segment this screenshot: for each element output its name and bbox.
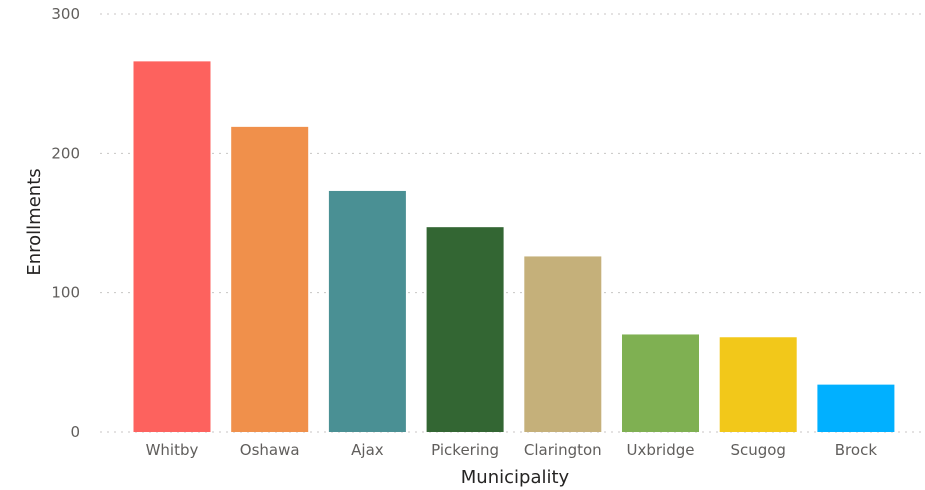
bar-ajax[interactable] <box>328 190 406 432</box>
x-tick-label: Whitby <box>146 441 199 459</box>
bar-scugog[interactable] <box>719 337 797 432</box>
bar-uxbridge[interactable] <box>622 334 699 432</box>
bar-clarington[interactable] <box>524 256 602 432</box>
y-axis-ticks: 0 100 200 300 <box>51 5 80 441</box>
x-tick-label: Pickering <box>431 441 499 459</box>
y-tick-label: 200 <box>51 144 80 162</box>
bar-whitby[interactable] <box>133 61 211 433</box>
x-tick-label: Clarington <box>524 441 602 459</box>
x-tick-label: Ajax <box>351 441 384 459</box>
y-tick-label: 100 <box>51 284 80 302</box>
x-axis-title: Municipality <box>461 467 570 488</box>
y-tick-label: 300 <box>51 5 80 23</box>
x-tick-label: Brock <box>835 441 878 459</box>
x-tick-label: Oshawa <box>240 441 300 459</box>
bar-brock[interactable] <box>817 384 895 432</box>
x-tick-label: Scugog <box>730 441 786 459</box>
y-axis-title: Enrollments <box>24 168 45 275</box>
x-axis-ticks: Whitby Oshawa Ajax Pickering Clarington Uxbri… <box>146 441 878 459</box>
bar-pickering[interactable] <box>426 227 504 432</box>
bar-oshawa[interactable] <box>231 126 309 433</box>
y-tick-label: 0 <box>70 423 80 441</box>
gridlines <box>100 13 922 433</box>
x-tick-label: Uxbridge <box>627 441 695 459</box>
bars <box>133 61 895 433</box>
